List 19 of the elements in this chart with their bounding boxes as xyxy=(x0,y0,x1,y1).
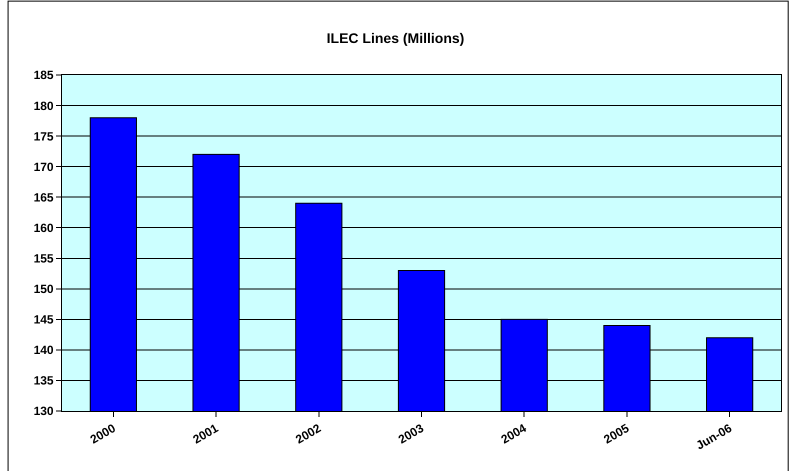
y-tick-label: 185 xyxy=(34,68,54,82)
y-tick-label: 150 xyxy=(34,282,54,296)
x-tick-label: 2003 xyxy=(396,420,426,447)
x-tick-label: 2000 xyxy=(88,420,118,447)
y-tick-label: 165 xyxy=(34,190,54,204)
y-tick-label: 145 xyxy=(34,312,54,327)
y-tick-label: 130 xyxy=(34,404,54,418)
y-tick-label: 155 xyxy=(34,251,54,266)
y-tick-label: 160 xyxy=(34,220,54,235)
x-tick-label: 2004 xyxy=(498,420,529,447)
x-tick-label: 2002 xyxy=(293,420,324,447)
chart-title: ILEC Lines (Millions) xyxy=(326,30,464,46)
y-tick-label: 170 xyxy=(34,160,54,174)
x-tick-label: 2001 xyxy=(190,420,221,447)
y-tick-label: 175 xyxy=(34,129,54,144)
y-tick-label: 180 xyxy=(34,98,54,113)
y-tick-label: 135 xyxy=(34,374,54,388)
x-tick-label: 2005 xyxy=(601,420,632,447)
y-tick-label: 140 xyxy=(34,343,54,358)
